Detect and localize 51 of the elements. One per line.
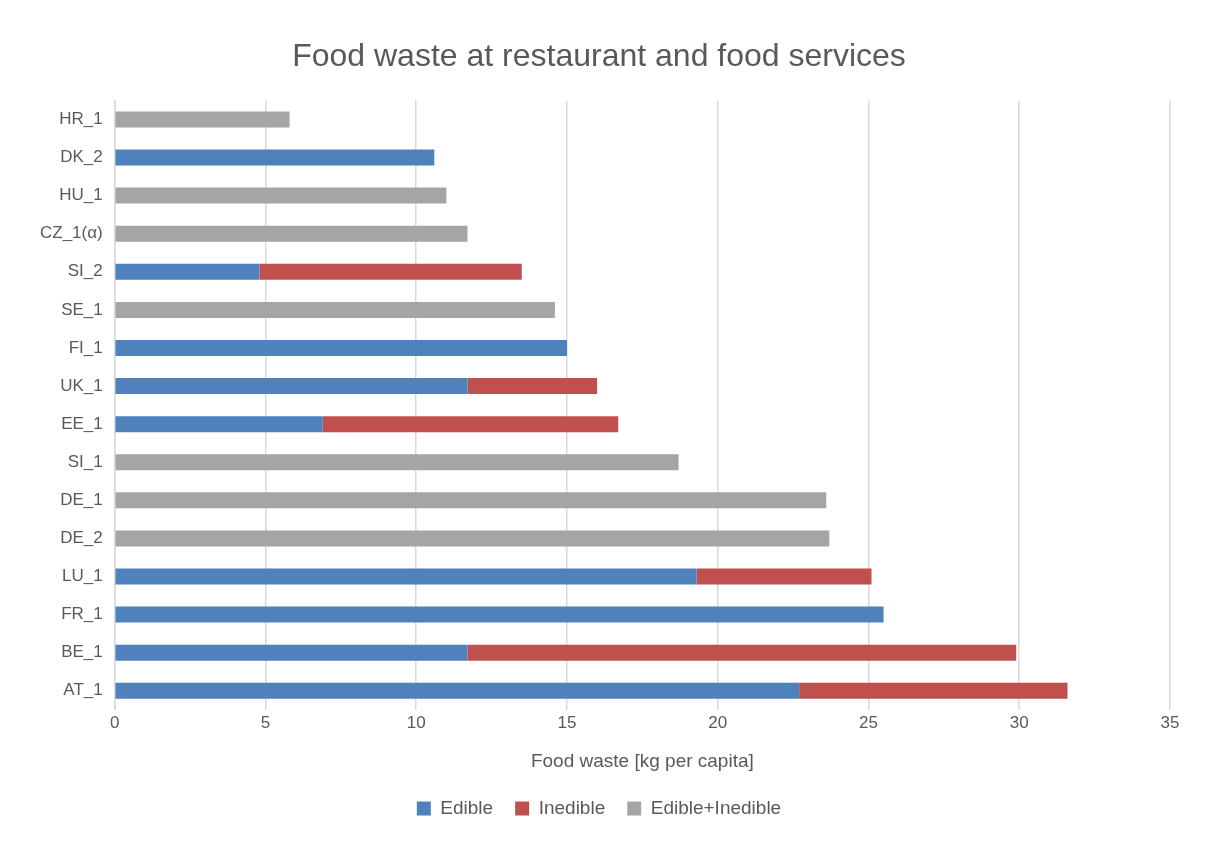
bar [115,606,884,623]
bar [115,378,468,395]
y-tick-label: DK_2 [60,147,103,167]
y-tick-label: AT_1 [63,680,103,700]
y-tick-label: DE_1 [60,490,103,510]
bar [467,644,1017,661]
bar [259,263,522,280]
bar [322,416,619,433]
y-tick-label: SE_1 [61,299,103,319]
bar [115,530,830,547]
legend-label: Inedible [538,796,606,818]
y-tick-label: UK_1 [60,375,103,395]
x-tick-label: 25 [859,712,878,732]
x-tick-label: 15 [557,712,577,732]
bar [115,644,468,661]
bar [115,149,435,166]
bar [115,225,468,242]
y-tick-label: CZ_1(α) [39,223,103,243]
legend-label: Edible+Inedible [650,796,782,818]
bar [799,682,1068,699]
y-tick-label: FR_1 [61,604,103,624]
chart-title: Food waste at restaurant and food services [292,37,906,74]
bar [115,568,697,585]
bar [115,111,290,128]
bar [115,301,555,318]
y-tick-label: LU_1 [62,566,103,586]
bar [115,682,800,699]
bar [115,187,447,204]
legend-label: Edible [440,796,494,818]
y-tick-label: SI_2 [67,261,103,281]
bar [115,339,567,356]
y-tick-label: HU_1 [59,185,103,205]
y-tick-label: SI_1 [67,451,103,471]
x-tick-label: 30 [1009,712,1029,732]
bar [115,263,260,280]
y-tick-label: DE_2 [60,528,103,548]
bar [467,378,598,395]
bar [115,492,827,509]
bar [115,416,323,433]
x-tick-label: 0 [109,712,120,732]
y-tick-label: BE_1 [61,642,103,662]
x-tick-label: 20 [708,712,728,732]
x-tick-label: 35 [1160,712,1180,732]
y-tick-label: FI_1 [68,337,103,357]
x-tick-label: 10 [406,712,426,732]
y-tick-label: EE_1 [61,413,103,433]
y-tick-label: HR_1 [59,109,103,129]
x-axis-title: Food waste [kg per capita] [530,749,754,771]
bar [696,568,872,585]
x-tick-label: 5 [260,712,271,732]
bar [115,454,679,471]
